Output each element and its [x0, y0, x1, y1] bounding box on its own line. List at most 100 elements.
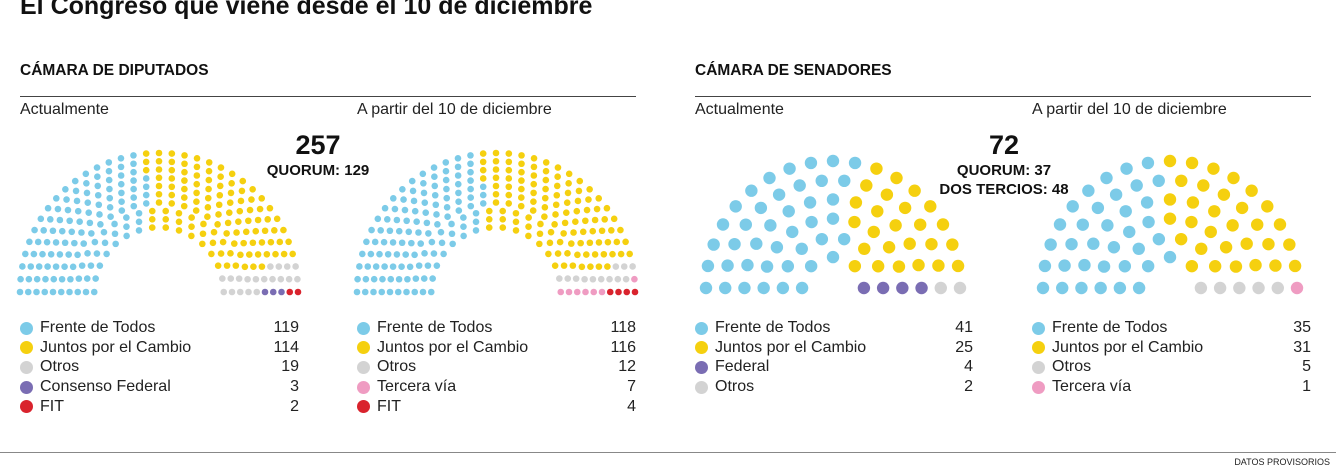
seat-dot: [264, 216, 272, 223]
seat-dot: [889, 219, 902, 232]
seat-dot: [427, 288, 435, 296]
seat-dot: [24, 288, 32, 296]
seat-dot: [403, 288, 410, 296]
seat-dot: [561, 219, 569, 227]
seat-dot: [754, 201, 768, 215]
legend-label: Juntos por el Cambio: [40, 338, 192, 356]
seat-dot: [565, 179, 572, 187]
seat-dot: [560, 262, 568, 269]
legend-label: Federal: [715, 358, 770, 376]
legend-label: Frente de Todos: [40, 319, 156, 336]
seat-dot: [273, 215, 281, 223]
seat-dot: [581, 275, 588, 283]
seat-dot: [409, 187, 417, 195]
seat-dot: [542, 167, 550, 175]
seat-dot: [363, 238, 370, 246]
seat-dot: [622, 275, 630, 283]
seat-dot: [269, 275, 276, 283]
seat-dot: [1094, 281, 1107, 295]
seat-dot: [595, 263, 603, 270]
legend-value: 7: [627, 378, 636, 396]
seat-dot: [188, 232, 195, 240]
seat-dot: [74, 288, 82, 296]
page-title: El Congreso que viene desde el 10 de dic…: [20, 0, 593, 20]
seat-dot: [541, 204, 549, 211]
seat-dot: [716, 218, 730, 231]
seat-dot: [412, 275, 420, 282]
seat-dot: [370, 288, 377, 296]
seat-dot: [546, 239, 554, 247]
seat-dot: [389, 263, 397, 270]
seat-dot: [94, 182, 102, 190]
legend-label: Otros: [1052, 358, 1092, 376]
senadores-quorum: QUORUM: 37: [956, 162, 1052, 179]
seat-dot: [597, 275, 605, 283]
seat-dot: [430, 250, 438, 257]
seat-dot: [168, 191, 176, 199]
seat-dot: [763, 171, 776, 185]
legend-value: 2: [964, 378, 973, 396]
seat-dot: [1185, 156, 1199, 170]
seat-dot: [155, 182, 163, 190]
seat-dot: [205, 167, 213, 175]
seat-dot: [130, 177, 137, 184]
seat-dot: [499, 224, 507, 231]
seat-dot: [142, 166, 150, 174]
seat-dot: [880, 188, 894, 201]
legend-item: Juntos por el Cambio 31: [1032, 338, 1311, 358]
seat-dot: [903, 237, 916, 250]
seat-dot: [278, 288, 285, 296]
seat-dot: [283, 263, 291, 270]
seat-dot: [44, 204, 52, 212]
seat-dot: [1219, 241, 1233, 254]
seat-dot: [91, 238, 99, 246]
seat-dot: [224, 219, 232, 227]
seat-dot: [235, 275, 243, 282]
seat-dot: [587, 263, 594, 271]
seat-dot: [64, 206, 72, 214]
seat-dot: [626, 250, 633, 258]
seat-dot: [606, 288, 614, 296]
legend-item: Tercera vía 1: [1032, 377, 1311, 397]
seat-dot: [915, 281, 928, 295]
seat-dot: [573, 288, 581, 296]
legend-label: Frente de Todos: [377, 319, 493, 336]
seat-dot: [505, 166, 513, 174]
seat-dot: [757, 281, 770, 295]
seat-dot: [168, 183, 176, 191]
seat-dot: [782, 205, 795, 218]
seat-dot: [728, 237, 741, 251]
legend-swatch: [20, 400, 33, 414]
hemicycle-2: [699, 154, 967, 295]
seat-dot: [573, 207, 581, 215]
seat-dot: [76, 218, 83, 226]
seat-dot: [1118, 260, 1132, 273]
seat-dot: [168, 158, 176, 166]
seat-dot: [50, 275, 58, 283]
seat-dot: [56, 251, 64, 258]
seat-dot: [237, 197, 245, 205]
legend-item: Otros 12: [357, 357, 636, 377]
seat-dot: [181, 168, 188, 176]
seat-dot: [815, 174, 828, 188]
seat-dot: [235, 218, 242, 226]
seat-dot: [44, 263, 51, 270]
seat-dot: [589, 275, 597, 283]
seat-dot: [826, 154, 840, 168]
seat-dot: [554, 250, 562, 257]
seat-dot: [604, 263, 611, 270]
seat-dot: [1123, 225, 1136, 239]
seat-dot: [1065, 237, 1078, 251]
seat-dot: [219, 275, 226, 282]
seat-dot: [1087, 237, 1100, 250]
seat-dot: [892, 260, 906, 273]
seat-dot: [415, 262, 423, 269]
legend-value: 12: [618, 358, 636, 376]
seat-dot: [57, 288, 65, 296]
seat-dot: [518, 177, 525, 184]
legend-swatch: [357, 360, 370, 374]
seat-dot: [219, 238, 227, 246]
seat-dot: [1078, 258, 1091, 272]
seat-dot: [402, 251, 409, 258]
seat-dot: [217, 173, 224, 180]
